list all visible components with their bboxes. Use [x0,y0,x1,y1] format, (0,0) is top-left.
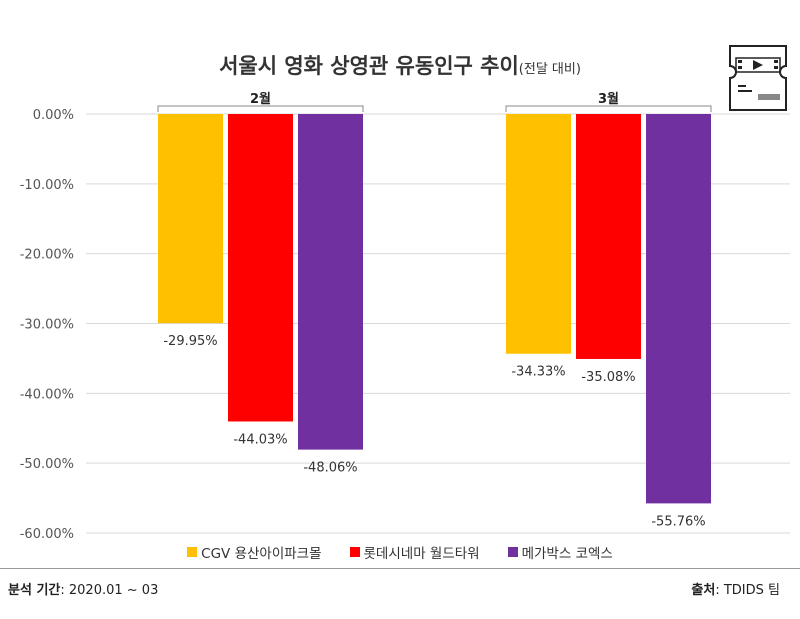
y-tick-label: -30.00% [20,318,74,333]
analysis-period-label: 분석 기간 [8,583,61,598]
legend-swatch [349,547,360,557]
data-label: -29.95% [163,334,217,349]
chart-title-main: 서울시 영화 상영관 유동인구 추이 [219,54,519,78]
data-label: -35.08% [581,370,635,385]
legend-item: 메가박스 코엑스 [507,542,613,562]
data-label: -44.03% [233,432,287,447]
legend-label: 롯데시네마 월드타워 [363,546,480,562]
chart-legend: CGV 용산아이파크몰 롯데시네마 월드타워 메가박스 코엑스 [0,542,800,562]
y-tick-label: 0.00% [33,108,74,123]
y-tick-label: -50.00% [20,457,74,472]
data-label: -34.33% [511,365,565,380]
legend-label: CGV 용산아이파크몰 [201,546,322,562]
group-bracket [157,105,364,112]
bar [158,114,223,324]
legend-swatch [187,547,198,557]
data-label: -48.06% [303,461,357,476]
footer-divider [0,568,800,569]
bar [228,114,293,422]
data-source-value: : TDIDS 팀 [715,583,780,598]
y-tick-label: -10.00% [20,178,74,193]
bar [298,114,363,450]
category-label: 3월 [598,91,619,107]
legend-item: CGV 용산아이파크몰 [187,542,322,562]
y-tick-label: -60.00% [20,527,74,542]
bar [576,114,641,359]
data-source-label: 출처 [691,583,716,598]
bar [646,114,711,504]
data-source: 출처: TDIDS 팀 [691,579,780,598]
legend-item: 롯데시네마 월드타워 [349,542,480,562]
movie-ticket-icon [729,45,787,111]
legend-swatch [507,547,518,557]
y-tick-label: -20.00% [20,248,74,263]
legend-label: 메가박스 코엑스 [521,546,613,562]
data-label: -55.76% [651,514,705,529]
y-tick-label: -40.00% [20,387,74,402]
category-label: 2월 [250,91,271,107]
analysis-period-value: : 2020.01 ~ 03 [60,583,159,598]
chart-subtitle: (전달 대비) [518,62,581,77]
bar [506,114,571,354]
chart-title: 서울시 영화 상영관 유동인구 추이(전달 대비) [0,50,800,80]
group-bracket [505,105,712,112]
analysis-period: 분석 기간: 2020.01 ~ 03 [8,579,158,598]
